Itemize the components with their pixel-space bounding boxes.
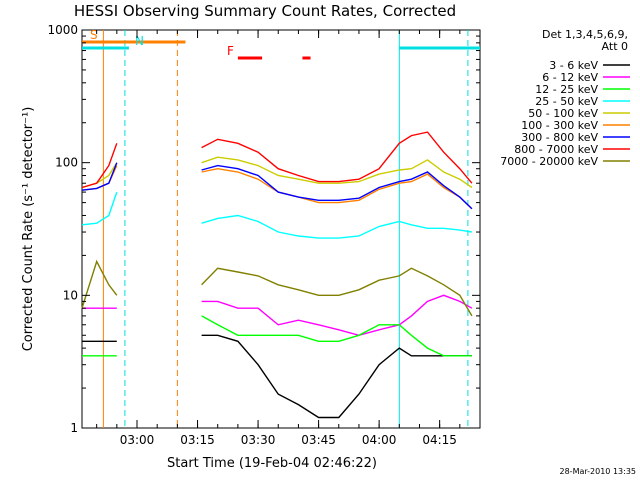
series-line bbox=[81, 162, 118, 191]
y-tick-label: 100 bbox=[55, 156, 78, 170]
legend-entry-label: 300 - 800 keV bbox=[521, 131, 598, 144]
x-axis-ticks: 03:00 03:15 03:30 03:45 04:00 04:15 bbox=[96, 30, 481, 447]
x-tick-label: 03:15 bbox=[180, 433, 215, 447]
footer-timestamp: 28-Mar-2010 13:35 bbox=[560, 467, 637, 476]
series-line bbox=[201, 156, 473, 189]
y-tick-label: 1000 bbox=[47, 23, 78, 37]
series-line bbox=[201, 131, 473, 184]
legend-entry-label: 25 - 50 keV bbox=[535, 95, 598, 108]
series-line bbox=[81, 259, 118, 309]
series-line bbox=[201, 334, 472, 419]
legend-entry-label: 7000 - 20000 keV bbox=[500, 155, 598, 168]
legend-title-line-1: Det 1,3,4,5,6,9, bbox=[542, 28, 628, 41]
legend-entry-label: 800 - 7000 keV bbox=[514, 143, 598, 156]
series-line bbox=[201, 164, 473, 210]
series-line bbox=[201, 167, 473, 210]
legend-entry-label: 12 - 25 keV bbox=[535, 83, 598, 96]
flag-label: N bbox=[135, 34, 144, 48]
series-line bbox=[201, 294, 473, 337]
x-tick-label: 03:30 bbox=[241, 433, 276, 447]
flag-label: F bbox=[227, 44, 234, 58]
y-axis-ticks: 1 10 100 1000 bbox=[47, 23, 480, 435]
legend-entry-label: 50 - 100 keV bbox=[528, 107, 598, 120]
plot-frame bbox=[81, 29, 481, 429]
legend-entry-label: 6 - 12 keV bbox=[542, 71, 598, 84]
x-tick-label: 03:45 bbox=[301, 433, 336, 447]
series-line bbox=[201, 214, 473, 239]
x-tick-label: 03:00 bbox=[120, 433, 155, 447]
chart-title: HESSI Observing Summary Count Rates, Cor… bbox=[74, 2, 456, 20]
x-axis-label: Start Time (19-Feb-04 02:46:22) bbox=[167, 456, 377, 471]
y-axis-label: Corrected Count Rate (s⁻¹ detector⁻¹) bbox=[21, 107, 36, 352]
x-tick-label: 04:15 bbox=[422, 433, 457, 447]
legend-entry-label: 100 - 300 keV bbox=[521, 119, 598, 132]
vertical-markers bbox=[102, 30, 469, 428]
legend-entry-label: 3 - 6 keV bbox=[549, 59, 598, 72]
series-line bbox=[81, 191, 118, 226]
y-tick-label: 10 bbox=[63, 288, 78, 302]
series-line bbox=[81, 143, 118, 189]
series-line bbox=[201, 315, 472, 357]
observing-flags: S N F bbox=[82, 28, 480, 60]
series-lines bbox=[81, 131, 473, 419]
y-tick-label: 1 bbox=[70, 421, 78, 435]
legend-title-line-2: Att 0 bbox=[602, 40, 628, 53]
series-line bbox=[201, 267, 473, 317]
x-tick-label: 04:00 bbox=[362, 433, 397, 447]
flag-label: S bbox=[90, 28, 98, 42]
